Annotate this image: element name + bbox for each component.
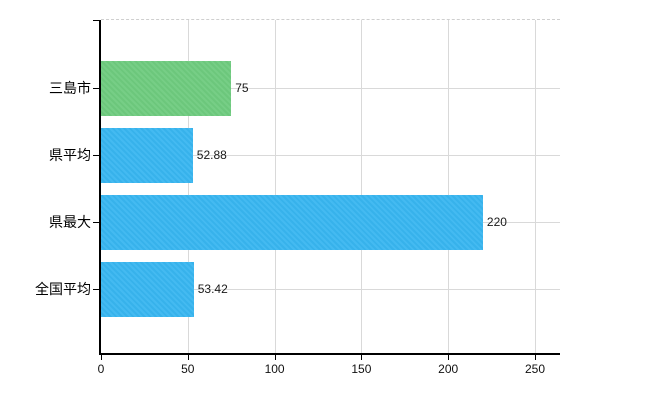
x-axis-line: [99, 353, 560, 355]
x-axis-tick: [448, 355, 450, 360]
category-label-2: 県平均: [49, 147, 91, 163]
x-axis-tick: [274, 355, 276, 360]
bar-value-label: 53.42: [197, 282, 228, 296]
bar-value-label: 220: [486, 215, 507, 229]
x-axis-tick-label: 150: [351, 362, 372, 376]
x-axis-tick-label: 0: [97, 362, 105, 376]
bar-3[interactable]: [101, 194, 483, 250]
horizontal-gridline: [101, 155, 560, 156]
y-axis-tick: [93, 20, 99, 21]
vertical-gridline: [274, 20, 276, 354]
category-label-4: 全国平均: [35, 281, 91, 297]
bar-4[interactable]: [101, 261, 194, 317]
horizontal-gridline: [101, 289, 560, 290]
y-axis-tick: [93, 222, 99, 223]
y-axis-line: [99, 20, 101, 355]
vertical-gridline: [361, 20, 363, 354]
plot-top-border: [101, 19, 560, 20]
x-axis-tick: [535, 355, 536, 360]
category-label-1: 三島市: [49, 80, 91, 96]
y-axis-tick: [93, 155, 99, 156]
x-axis-tick: [361, 355, 363, 360]
y-axis-tick: [93, 289, 99, 290]
horizontal-gridline: [101, 88, 560, 89]
x-axis-tick: [101, 355, 102, 360]
vertical-gridline: [187, 20, 189, 354]
x-axis-tick-label: 250: [524, 362, 546, 376]
category-label-3: 県最大: [49, 214, 91, 230]
y-axis-tick: [93, 88, 99, 89]
bar-value-label: 52.88: [196, 148, 227, 162]
vertical-gridline: [448, 20, 450, 354]
x-axis-tick-label: 50: [181, 362, 195, 376]
x-axis-tick-label: 200: [438, 362, 459, 376]
x-axis-tick-label: 100: [264, 362, 285, 376]
bar-1[interactable]: [101, 60, 232, 116]
bar-2[interactable]: [101, 127, 193, 183]
x-axis-tick: [187, 355, 189, 360]
vertical-gridline: [535, 20, 536, 354]
bar-value-label: 75: [235, 81, 249, 95]
